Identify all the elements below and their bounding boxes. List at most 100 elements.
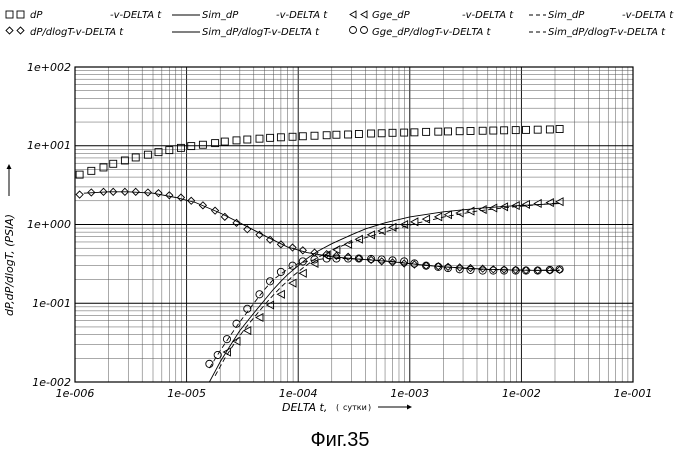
data-point-square xyxy=(411,129,418,136)
data-point-square xyxy=(479,127,486,134)
y-axis-title: dP,dP/dlogT, (PSIA) xyxy=(3,164,16,316)
data-point-triangle xyxy=(435,213,442,221)
data-point-square xyxy=(299,133,306,140)
legend-label-gge-dp: Gge_dP xyxy=(372,10,411,21)
data-point-square xyxy=(267,134,274,141)
x-axis-arrow-head xyxy=(407,405,412,410)
x-tick-label: 1e-006 xyxy=(56,387,95,400)
data-point-square xyxy=(523,126,530,133)
series-4 xyxy=(223,198,563,356)
data-point-triangle xyxy=(233,337,240,345)
data-point-square xyxy=(368,130,375,137)
data-point-circle xyxy=(479,267,486,274)
series-0 xyxy=(76,126,563,179)
legend-diamond-marker xyxy=(6,27,13,34)
series-7 xyxy=(209,259,559,369)
x-tick-label: 1e-005 xyxy=(167,387,206,400)
data-point-triangle xyxy=(490,204,497,212)
data-point-square xyxy=(144,151,151,158)
series-6 xyxy=(215,203,559,376)
legend-rel-sim-dp: -v-DELTA t xyxy=(276,10,328,21)
x-tick-label: 1e-001 xyxy=(614,387,653,400)
legend-label-sim-dp: Sim_dP xyxy=(202,10,239,21)
data-point-square xyxy=(556,126,563,133)
x-tick-label: 1e-004 xyxy=(279,387,318,400)
data-point-triangle xyxy=(546,199,553,207)
data-point-square xyxy=(311,132,318,139)
data-point-square xyxy=(155,149,162,156)
legend-circle-marker xyxy=(350,27,357,34)
data-point-square xyxy=(467,127,474,134)
data-point-triangle xyxy=(445,211,452,219)
data-point-circle xyxy=(256,291,263,298)
y-tick-label: 1e+000 xyxy=(27,218,71,231)
x-axis-unit: сутки xyxy=(343,403,367,412)
y-axis-arrow-head xyxy=(7,164,12,169)
data-point-circle xyxy=(467,266,474,273)
data-point-diamond xyxy=(155,190,162,197)
y-tick-label: 1e+002 xyxy=(27,61,71,74)
series-5 xyxy=(206,255,563,368)
legend-entry-dp-dlogt: dP/dlogT-v-DELTA t xyxy=(6,27,124,38)
legend-entry-sim-dp: Sim_dP -v-DELTA t xyxy=(172,10,328,21)
x-axis-unit-close-paren: ) xyxy=(368,403,371,412)
data-point-triangle xyxy=(479,206,486,214)
y-tick-label: 1e-001 xyxy=(32,297,71,310)
plot-grid xyxy=(75,67,633,382)
legend-label-sim-dp-2: Sim_dP xyxy=(548,10,585,21)
data-point-diamond xyxy=(76,191,83,198)
y-tick-labels: 1e-002 1e-001 1e+000 1e+001 1e+002 xyxy=(27,61,71,389)
data-point-square xyxy=(100,164,107,171)
data-point-square xyxy=(110,160,117,167)
data-point-triangle xyxy=(244,327,251,335)
simulated-dashed-curve xyxy=(215,203,559,376)
plot-series xyxy=(76,126,563,382)
data-point-diamond xyxy=(345,253,352,260)
x-axis-title: DELTA t, ( сутки ) xyxy=(282,401,412,414)
data-point-triangle xyxy=(423,215,430,223)
data-point-square xyxy=(546,126,553,133)
figure-caption: Фиг.35 xyxy=(310,429,369,449)
legend-label-dp-dlogt: dP/dlogT-v-DELTA t xyxy=(30,27,124,38)
y-tick-label: 1e+001 xyxy=(27,139,71,152)
data-point-square xyxy=(199,141,206,148)
data-point-triangle xyxy=(556,198,563,206)
data-point-square xyxy=(490,127,497,134)
data-point-square xyxy=(456,128,463,135)
data-point-diamond xyxy=(177,194,184,201)
series-1 xyxy=(76,188,563,273)
x-tick-label: 1e-002 xyxy=(502,387,541,400)
data-point-triangle xyxy=(299,270,306,278)
data-point-square xyxy=(378,130,385,137)
simulated-dashed-curve xyxy=(209,259,559,369)
data-point-square xyxy=(221,138,228,145)
legend-rel-dp: -v-DELTA t xyxy=(110,10,162,21)
data-point-square xyxy=(132,154,139,161)
data-point-circle xyxy=(401,258,408,265)
legend-square-marker xyxy=(17,11,24,18)
data-point-square xyxy=(289,133,296,140)
legend-rel-gge-dp: -v-DELTA t xyxy=(462,10,514,21)
data-point-square xyxy=(88,167,95,174)
legend-triangle-marker xyxy=(350,11,356,18)
x-tick-label: 1e-003 xyxy=(390,387,429,400)
data-point-square xyxy=(345,131,352,138)
legend-entry-sim-dp-dlogt-2: Sim_dP/dlogT-v-DELTA t xyxy=(529,27,666,38)
data-point-circle xyxy=(223,336,230,343)
data-point-square xyxy=(401,129,408,136)
legend: dP -v-DELTA t dP/dlogT-v-DELTA t Sim_dP … xyxy=(6,10,674,38)
legend-square-marker xyxy=(6,11,13,18)
legend-label-dp: dP xyxy=(30,10,43,21)
data-point-triangle xyxy=(523,201,530,209)
legend-rel-sim-dp-2: -v-DELTA t xyxy=(622,10,674,21)
data-point-square xyxy=(512,127,519,134)
data-point-circle xyxy=(456,266,463,273)
data-point-triangle xyxy=(256,314,263,322)
x-tick-labels: 1e-006 1e-005 1e-004 1e-003 1e-002 1e-00… xyxy=(56,387,653,400)
x-axis-unit-open-paren: ( xyxy=(336,403,339,412)
legend-entry-sim-dp-2: Sim_dP -v-DELTA t xyxy=(529,10,674,21)
data-point-square xyxy=(355,130,362,137)
data-point-square xyxy=(233,137,240,144)
data-point-square xyxy=(333,131,340,138)
